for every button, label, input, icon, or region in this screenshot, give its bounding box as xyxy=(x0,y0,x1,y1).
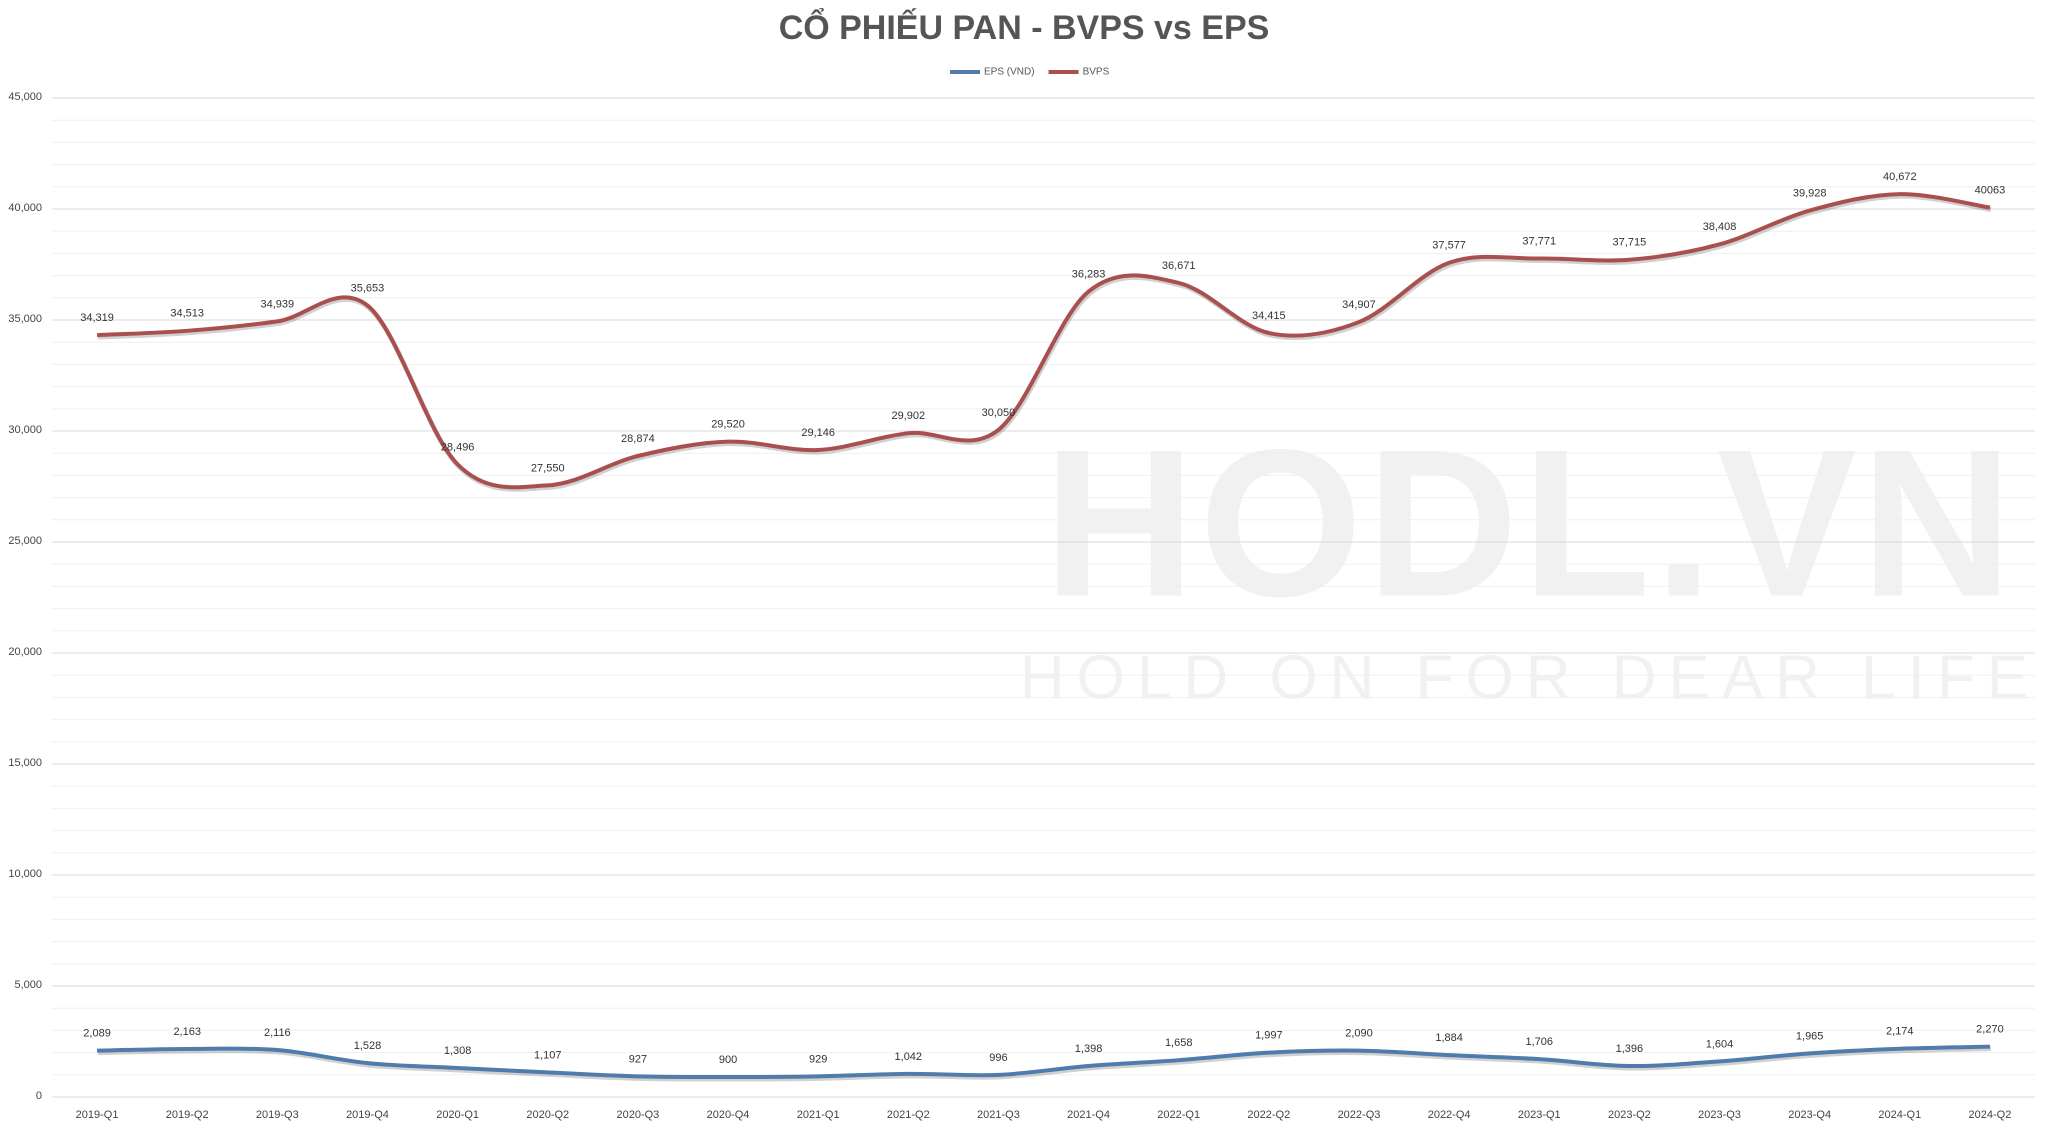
x-tick-label: 2021-Q2 xyxy=(887,1109,930,1121)
data-label: 1,604 xyxy=(1706,1038,1734,1050)
data-label: 34,319 xyxy=(80,312,114,324)
data-label: 1,965 xyxy=(1796,1030,1824,1042)
y-tick-label: 15,000 xyxy=(8,757,42,769)
watermark-tagline: HOLD ON FOR DEAR LIFE xyxy=(1020,643,2040,712)
data-label: 30,050 xyxy=(982,407,1016,419)
data-label: 34,513 xyxy=(170,308,204,320)
data-label: 40,672 xyxy=(1883,171,1917,183)
data-label: 1,042 xyxy=(895,1051,923,1063)
data-label: 40063 xyxy=(1975,185,2006,197)
x-tick-label: 2023-Q3 xyxy=(1698,1109,1741,1121)
x-tick-label: 2022-Q4 xyxy=(1428,1109,1471,1121)
x-tick-label: 2021-Q3 xyxy=(977,1109,1020,1121)
data-label: 34,939 xyxy=(261,298,295,310)
data-label: 2,089 xyxy=(83,1028,111,1040)
y-tick-label: 30,000 xyxy=(8,424,42,436)
data-label: 2,090 xyxy=(1345,1028,1373,1040)
x-tick-label: 2023-Q4 xyxy=(1788,1109,1831,1121)
x-tick-label: 2020-Q3 xyxy=(616,1109,659,1121)
data-label: 1,658 xyxy=(1165,1037,1193,1049)
data-label: 36,671 xyxy=(1162,260,1196,272)
data-label: 34,415 xyxy=(1252,310,1286,322)
x-tick-label: 2023-Q1 xyxy=(1518,1109,1561,1121)
data-label: 35,653 xyxy=(351,282,385,294)
watermark: HODL.VN xyxy=(1044,405,2017,640)
x-tick-label: 2020-Q4 xyxy=(707,1109,750,1121)
series-line xyxy=(96,192,1991,490)
x-tick-label: 2019-Q2 xyxy=(166,1109,209,1121)
x-tick-label: 2021-Q1 xyxy=(797,1109,840,1121)
x-tick-label: 2024-Q1 xyxy=(1878,1109,1921,1121)
data-label: 1,884 xyxy=(1435,1032,1463,1044)
x-tick-label: 2019-Q4 xyxy=(346,1109,389,1121)
data-label: 29,146 xyxy=(801,427,835,439)
x-tick-label: 2023-Q2 xyxy=(1608,1109,1651,1121)
data-label: 900 xyxy=(719,1054,737,1066)
x-tick-label: 2021-Q4 xyxy=(1067,1109,1110,1121)
x-tick-label: 2022-Q3 xyxy=(1338,1109,1381,1121)
data-label: 929 xyxy=(809,1053,827,1065)
data-label: 1,107 xyxy=(534,1049,562,1061)
data-label: 28,496 xyxy=(441,441,475,453)
y-tick-label: 40,000 xyxy=(8,202,42,214)
data-label: 37,577 xyxy=(1432,240,1466,252)
data-label: 1,706 xyxy=(1525,1036,1553,1048)
y-tick-label: 20,000 xyxy=(8,646,42,658)
y-tick-label: 10,000 xyxy=(8,868,42,880)
data-label: 1,396 xyxy=(1616,1043,1644,1055)
data-label: 37,771 xyxy=(1522,235,1556,247)
x-tick-label: 2022-Q1 xyxy=(1157,1109,1200,1121)
data-label: 1,398 xyxy=(1075,1043,1103,1055)
y-tick-label: 45,000 xyxy=(8,91,42,103)
y-tick-label: 25,000 xyxy=(8,535,42,547)
x-tick-label: 2020-Q1 xyxy=(436,1109,479,1121)
x-tick-label: 2022-Q2 xyxy=(1247,1109,1290,1121)
data-label: 27,550 xyxy=(531,462,565,474)
data-label: 1,308 xyxy=(444,1045,472,1057)
data-label: 2,174 xyxy=(1886,1026,1914,1038)
y-tick-label: 35,000 xyxy=(8,313,42,325)
legend-label: EPS (VND) xyxy=(984,67,1035,78)
data-label: 34,907 xyxy=(1342,299,1376,311)
x-tick-label: 2020-Q2 xyxy=(526,1109,569,1121)
legend-label: BVPS xyxy=(1083,67,1110,78)
data-label: 38,408 xyxy=(1703,221,1737,233)
chart-title: CỔ PHIẾU PAN - BVPS vs EPS xyxy=(779,9,1270,47)
data-label: 29,902 xyxy=(891,410,925,422)
data-label: 1,997 xyxy=(1255,1030,1283,1042)
data-label: 36,283 xyxy=(1072,268,1106,280)
data-label: 2,270 xyxy=(1976,1024,2004,1036)
x-tick-label: 2019-Q1 xyxy=(76,1109,119,1121)
data-label: 29,520 xyxy=(711,419,745,431)
series-line xyxy=(97,1044,1990,1080)
data-label: 2,163 xyxy=(173,1026,201,1038)
x-tick-label: 2024-Q2 xyxy=(1969,1109,2012,1121)
y-tick-label: 0 xyxy=(36,1090,42,1102)
data-label: 2,116 xyxy=(264,1027,291,1039)
data-label: 28,874 xyxy=(621,433,655,445)
x-tick-label: 2019-Q3 xyxy=(256,1109,299,1121)
data-label: 1,528 xyxy=(354,1040,382,1052)
data-label: 927 xyxy=(629,1053,647,1065)
data-label: 37,715 xyxy=(1613,237,1647,249)
data-label: 996 xyxy=(989,1052,1007,1064)
data-label: 39,928 xyxy=(1793,188,1827,200)
y-tick-label: 5,000 xyxy=(14,979,42,991)
